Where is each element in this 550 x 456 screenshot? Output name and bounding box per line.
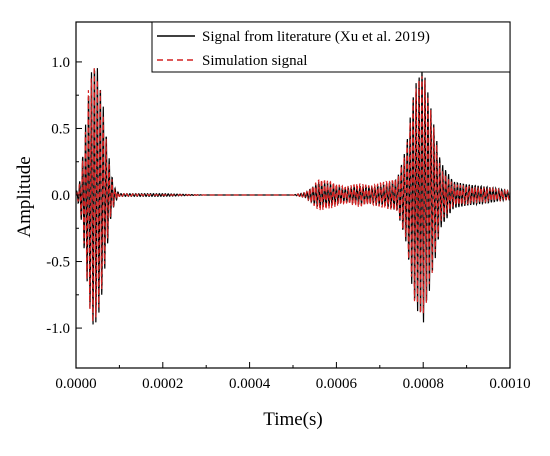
x-tick-label: 0.0008 xyxy=(403,376,444,392)
plot-lines xyxy=(75,66,511,325)
x-tick-label: 0.0004 xyxy=(229,376,271,392)
x-tick-label: 0.0002 xyxy=(142,376,183,392)
legend-label-simulation: Simulation signal xyxy=(202,53,307,69)
y-tick-label: 0.5 xyxy=(51,121,70,137)
x-tick-label: 0.0006 xyxy=(316,376,358,392)
legend: Signal from literature (Xu et al. 2019) … xyxy=(151,21,511,73)
y-axis-title: Amplitude xyxy=(14,156,35,237)
x-tick-label: 0.0000 xyxy=(55,376,96,392)
x-axis: 0.0000 0.0002 0.0004 0.0006 0.0008 0.0010 xyxy=(55,362,531,392)
x-tick-label: 0.0010 xyxy=(489,376,530,392)
legend-box xyxy=(151,21,511,73)
y-tick-label: 1.0 xyxy=(51,55,70,71)
y-tick-label: -1.0 xyxy=(46,321,70,337)
y-tick-label: -0.5 xyxy=(46,255,70,271)
series-line-simulation xyxy=(75,66,511,322)
x-axis-title: Time(s) xyxy=(263,409,322,430)
legend-label-literature: Signal from literature (Xu et al. 2019) xyxy=(202,29,430,45)
y-axis: 1.0 0.5 0.0 -0.5 -1.0 xyxy=(46,55,82,337)
y-tick-label: 0.0 xyxy=(51,188,70,204)
